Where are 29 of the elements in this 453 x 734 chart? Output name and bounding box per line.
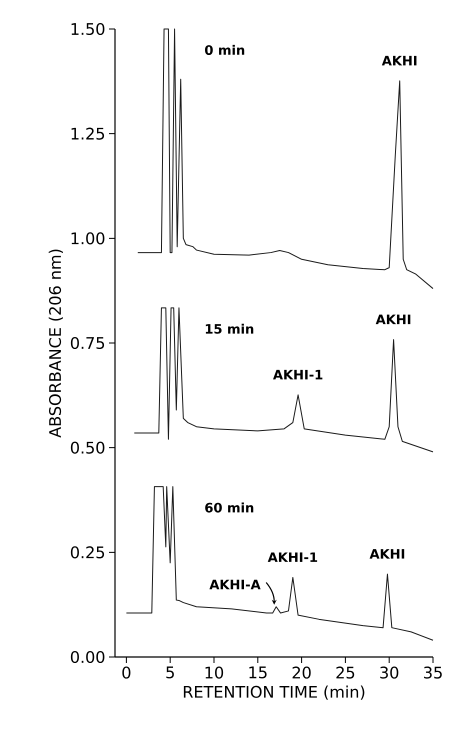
x-tick-label: 25 bbox=[336, 666, 354, 679]
y-tick-label: 1.25 bbox=[72, 128, 104, 140]
y-tick-label: 0.75 bbox=[70, 336, 104, 350]
x-tick-label: 0 bbox=[122, 666, 130, 679]
annotation: AKHI bbox=[370, 549, 404, 559]
x-tick-label: 5 bbox=[166, 666, 174, 678]
y-tick-label: 0.50 bbox=[70, 442, 104, 454]
x-tick-label: 15 bbox=[249, 666, 267, 678]
y-tick-label: 1.00 bbox=[72, 232, 104, 244]
y-tick-label: 1.50 bbox=[72, 22, 104, 36]
annotation: AKHI bbox=[376, 314, 410, 324]
annotation: AKHI-1 bbox=[268, 552, 318, 562]
x-axis-title: RETENTION TIME (min) bbox=[184, 686, 364, 700]
text: 60 min bbox=[205, 502, 254, 513]
y-tick-label: 0.25 bbox=[70, 546, 104, 558]
x-tick-label: 35 bbox=[424, 666, 442, 679]
x-tick-label: 20 bbox=[292, 666, 311, 679]
annotation: AKHI bbox=[382, 56, 416, 66]
y-tick-label: 0.00 bbox=[70, 650, 104, 664]
line-series bbox=[126, 486, 434, 641]
line-series bbox=[134, 307, 434, 452]
line-series bbox=[137, 28, 434, 290]
annotation: AKHI-A bbox=[209, 580, 261, 590]
y-axis-title: ABSORBANCE (206 nm) bbox=[48, 250, 63, 438]
text: 0 min bbox=[205, 44, 244, 55]
series-label: 15 min bbox=[206, 324, 254, 334]
x-tick-label: 10 bbox=[206, 666, 224, 679]
annotation: AKHI-1 bbox=[273, 370, 322, 380]
x-tick-label: 30 bbox=[380, 666, 398, 679]
